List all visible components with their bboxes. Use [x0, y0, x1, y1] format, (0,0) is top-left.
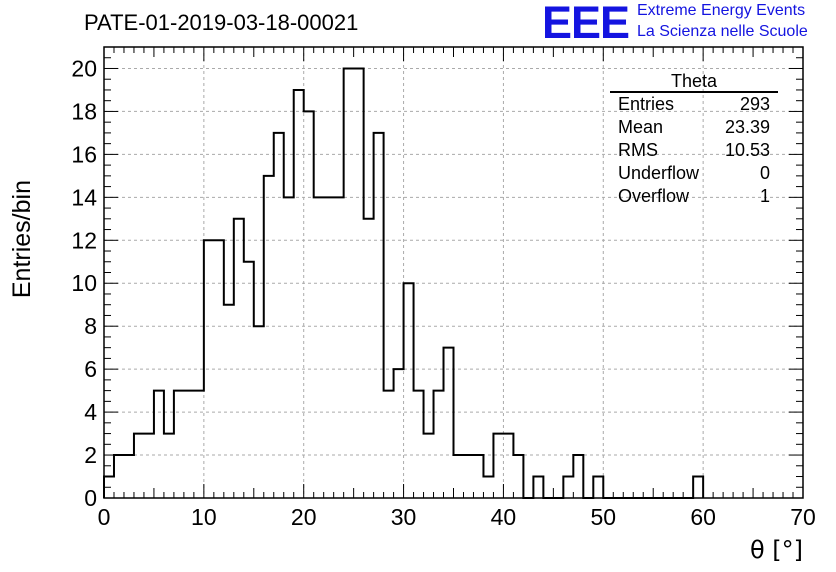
x-axis-label: θ [°]: [750, 536, 803, 564]
histogram-bin: [483, 477, 493, 498]
x-tick-label: 60: [690, 504, 716, 530]
x-tick-label: 30: [391, 504, 417, 530]
stats-row-mean: Mean 23.39: [610, 116, 778, 139]
histogram-bin: [124, 455, 134, 498]
x-axis-ticks: 0 10 20 30 40 50 60 70: [98, 47, 816, 530]
histogram-bin: [454, 455, 464, 498]
y-tick-label: 2: [84, 442, 97, 468]
histogram-bin: [194, 391, 204, 498]
x-tick-label: 0: [98, 504, 111, 530]
histogram-bin: [573, 455, 583, 498]
x-tick-label: 10: [191, 504, 217, 530]
x-tick-label: 20: [291, 504, 317, 530]
stats-value: 1: [759, 186, 770, 206]
stats-label: Underflow: [618, 163, 700, 183]
y-tick-label: 4: [84, 399, 97, 425]
chart-title: PATE-01-2019-03-18-00021: [84, 10, 359, 35]
histogram-bin: [314, 197, 324, 498]
y-tick-label: 12: [71, 227, 97, 253]
histogram-bin: [434, 391, 444, 498]
histogram-bin: [294, 90, 304, 498]
histogram-bin: [473, 455, 483, 498]
histogram-bin: [174, 391, 184, 498]
histogram-bin: [244, 262, 254, 498]
histogram-bin: [144, 434, 154, 498]
histogram-series: [103, 67, 705, 499]
stats-value: 293: [739, 94, 770, 114]
histogram-bin: [234, 219, 244, 498]
y-tick-label: 6: [84, 356, 97, 382]
eee-logo-line2: La Scienza nelle Scuole: [637, 23, 808, 40]
histogram-bin: [284, 197, 294, 498]
stats-label: Overflow: [618, 186, 690, 206]
histogram-bin: [304, 111, 314, 498]
histogram-bin: [224, 305, 234, 498]
stats-label: Entries: [618, 94, 675, 114]
stats-row-entries: Entries 293: [610, 93, 778, 116]
histogram-bin: [563, 477, 573, 498]
histogram-bin: [463, 455, 473, 498]
histogram-bin: [384, 391, 394, 498]
y-tick-label: 14: [71, 184, 97, 210]
histogram-bin: [424, 434, 434, 498]
histogram-bin: [274, 133, 284, 498]
stats-title: Theta: [610, 72, 778, 93]
eee-logo-line1: Extreme Energy Events: [637, 2, 806, 19]
histogram-bin: [364, 219, 374, 498]
histogram-bin: [264, 176, 274, 498]
stats-row-rms: RMS 10.53: [610, 139, 778, 162]
stats-label: Mean: [618, 117, 664, 137]
histogram-bin: [164, 434, 174, 498]
stats-value: 10.53: [724, 140, 770, 160]
y-tick-label: 20: [71, 55, 97, 81]
stats-row-overflow: Overflow 1: [610, 185, 778, 208]
y-tick-label: 18: [71, 98, 97, 124]
y-axis-label: Entries/bin: [8, 180, 36, 298]
x-tick-label: 40: [491, 504, 517, 530]
stats-row-underflow: Underflow 0: [610, 162, 778, 185]
stats-label: RMS: [618, 140, 658, 160]
y-tick-label: 8: [84, 313, 97, 339]
histogram-bin: [513, 455, 523, 498]
histogram-bin: [404, 283, 414, 498]
histogram-bin: [593, 477, 603, 498]
eee-logo-mark: EEE: [542, 0, 630, 48]
histogram-bin: [374, 133, 384, 498]
histogram-bin: [134, 434, 144, 498]
x-tick-label: 50: [590, 504, 616, 530]
y-tick-label: 16: [71, 141, 97, 167]
histogram-bin: [114, 455, 124, 498]
y-tick-label: 0: [84, 485, 97, 511]
stats-value: 23.39: [724, 117, 770, 137]
histogram-bin: [334, 197, 344, 498]
y-tick-label: 10: [71, 270, 97, 296]
histogram-bin: [184, 391, 194, 498]
histogram-outline: [103, 67, 705, 499]
histogram-bin: [414, 391, 424, 498]
histogram-bin: [493, 434, 503, 498]
histogram-bin: [394, 369, 404, 498]
histogram-bin: [324, 197, 334, 498]
histogram-bin: [444, 348, 454, 498]
x-tick-label: 70: [790, 504, 816, 530]
stats-value: 0: [759, 163, 770, 183]
stats-box: Theta Entries 293 Mean 23.39 RMS 10.53 U…: [610, 72, 778, 208]
histogram-bin: [154, 391, 164, 498]
histogram-bin: [533, 477, 543, 498]
histogram-bin: [503, 434, 513, 498]
histogram-bin: [693, 477, 703, 498]
